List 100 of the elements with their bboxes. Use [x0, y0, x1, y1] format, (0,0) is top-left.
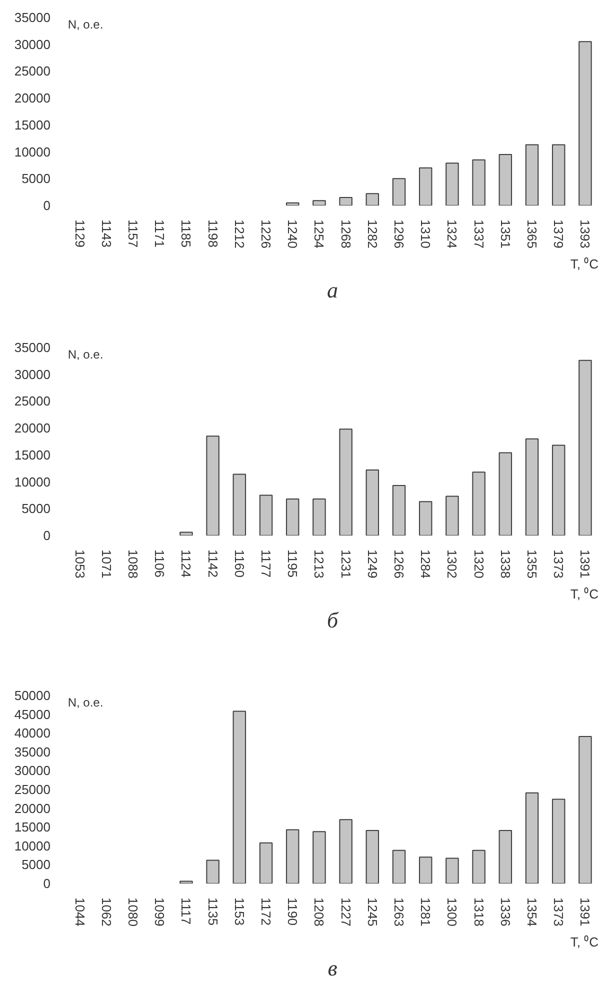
y-tick-label: 20000: [14, 420, 51, 436]
bar: [472, 850, 486, 884]
x-tick-label: 1373: [551, 898, 566, 926]
bar: [578, 736, 592, 884]
x-tick-label: 1231: [338, 550, 354, 578]
bar: [498, 830, 512, 884]
x-tick-label: 1391: [578, 898, 593, 926]
x-tick-label: 1172: [258, 898, 274, 926]
x-tick-label: 1213: [312, 550, 327, 578]
x-tick-label: 1190: [285, 898, 300, 926]
text: в: [328, 956, 338, 980]
y-axis-title: N, о.е.: [68, 348, 104, 362]
bar: [418, 856, 432, 884]
x-tick-label: 1143: [98, 220, 114, 248]
x-tick-label: 1354: [524, 898, 540, 926]
x-tick-label: 1208: [312, 898, 327, 926]
text: б: [326, 608, 339, 632]
bar: [366, 193, 380, 206]
bar: [339, 819, 352, 884]
x-tick-label: 1245: [364, 898, 380, 926]
bar: [578, 41, 592, 206]
x-tick-label: 1212: [232, 220, 247, 248]
x-tick-label: 1351: [498, 220, 513, 248]
y-tick-label: 5000: [22, 171, 50, 186]
x-tick-label: 1266: [392, 550, 406, 578]
bar: [446, 858, 459, 884]
y-tick-label: 50000: [14, 688, 51, 703]
bar: [232, 710, 246, 884]
bar: [552, 798, 566, 884]
x-tick-label: 1142: [205, 550, 220, 578]
x-tick-label: 1296: [392, 220, 406, 248]
y-tick-label: 5000: [22, 857, 50, 872]
x-tick-label: 1157: [126, 220, 140, 248]
x-tick-label: 1320: [471, 550, 486, 578]
bar: [259, 494, 273, 536]
bar: [498, 452, 512, 536]
x-tick-label: 1088: [126, 550, 140, 578]
x-tick-label: 1117: [178, 898, 194, 924]
x-tick-label: 1268: [338, 220, 354, 248]
x-tick-label: 1302: [444, 550, 460, 578]
x-tick-label: 1336: [498, 898, 513, 926]
x-tick-label: 1153: [232, 898, 247, 926]
bar: [446, 496, 459, 536]
y-axis-title: N, о.е.: [68, 18, 104, 32]
bar: [472, 472, 486, 536]
bar: [312, 200, 326, 206]
y-tick-label: 25000: [14, 782, 51, 797]
y-axis-title: N, о.е.: [68, 696, 104, 710]
bar: [232, 474, 246, 536]
bar: [259, 842, 273, 884]
y-tick-label: 25000: [14, 394, 51, 409]
y-tick-label: 35000: [14, 744, 51, 760]
bar: [286, 498, 300, 536]
bar: [472, 159, 486, 206]
y-tick-label: 45000: [14, 706, 51, 722]
x-tick-label: 1282: [364, 220, 380, 248]
y-tick-label: 0: [43, 528, 51, 543]
x-axis-title: T, ⁰C: [570, 586, 599, 602]
y-tick-label: 30000: [14, 366, 51, 382]
bar: [552, 444, 566, 536]
x-axis-title: T, ⁰C: [570, 256, 599, 272]
y-tick-label: 25000: [14, 64, 51, 79]
y-tick-label: 10000: [14, 838, 51, 854]
x-tick-label: 1365: [524, 220, 540, 248]
x-tick-label: 1263: [392, 898, 406, 926]
x-tick-label: 1379: [551, 220, 566, 248]
x-tick-label: 1318: [471, 898, 486, 926]
x-tick-label: 1135: [205, 898, 220, 926]
x-tick-label: 1240: [285, 220, 300, 248]
y-tick-label: 20000: [14, 90, 51, 106]
x-tick-label: 1177: [258, 550, 274, 578]
bar: [498, 154, 512, 206]
x-tick-label: 1338: [498, 550, 513, 578]
y-tick-label: 40000: [14, 726, 51, 741]
x-tick-label: 1124: [178, 550, 194, 578]
x-axis-title: T, ⁰C: [570, 934, 599, 950]
x-tick-label: 1254: [312, 220, 327, 248]
y-tick-label: 5000: [22, 501, 50, 516]
x-tick-label: 1129: [72, 220, 88, 248]
x-tick-label: 1249: [364, 550, 380, 578]
y-tick-label: 0: [43, 876, 51, 891]
x-tick-label: 1393: [578, 220, 593, 248]
bar: [552, 144, 566, 206]
x-tick-label: 1281: [418, 898, 434, 926]
bar: [339, 196, 352, 206]
bar: [525, 792, 539, 884]
bar: [312, 831, 326, 884]
x-tick-label: 1071: [98, 550, 114, 578]
x-tick-label: 1227: [338, 898, 354, 926]
x-tick-label: 1391: [578, 550, 593, 578]
x-tick-label: 1324: [444, 220, 460, 248]
bar: [446, 162, 459, 206]
x-tick-label: 1198: [205, 220, 220, 248]
y-tick-label: 15000: [14, 117, 51, 132]
y-tick-label: 15000: [14, 820, 51, 835]
x-tick-label: 1099: [152, 898, 168, 926]
bar: [392, 850, 406, 884]
bar: [366, 469, 380, 536]
bar: [392, 178, 406, 206]
x-tick-label: 1300: [444, 898, 460, 926]
